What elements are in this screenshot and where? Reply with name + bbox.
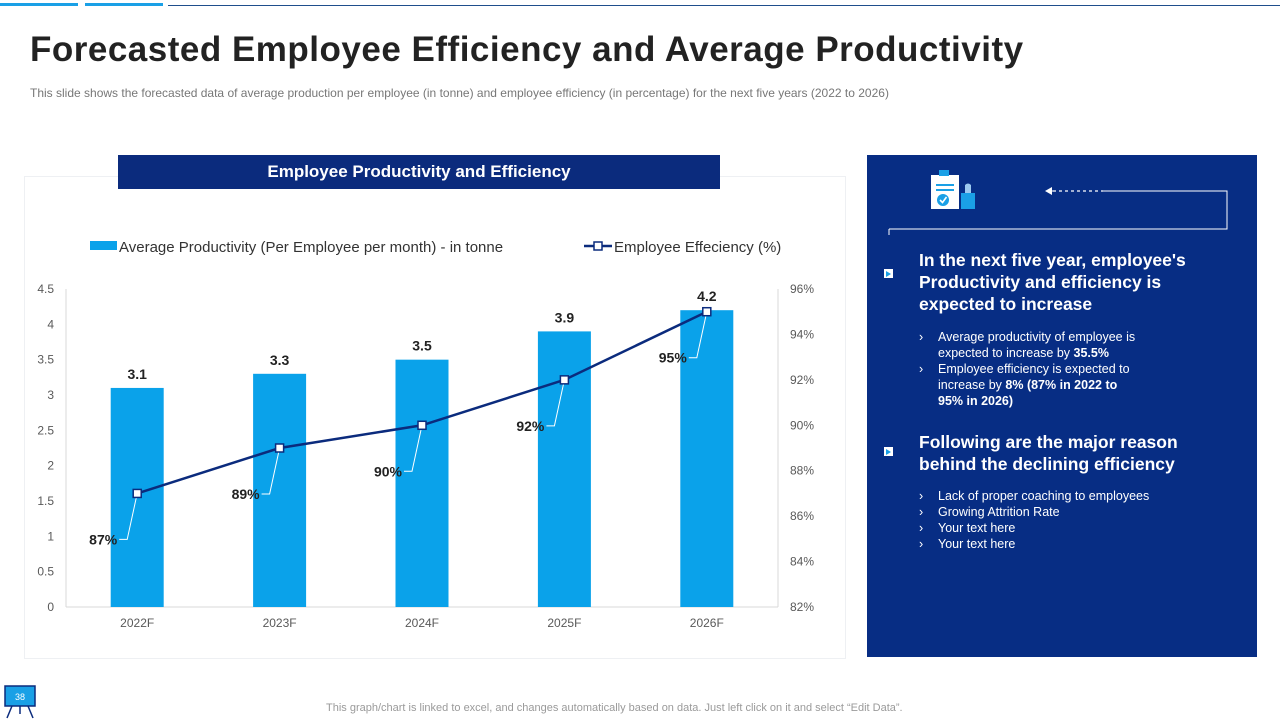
legend-line-label: Employee Effeciency (%) xyxy=(614,239,781,256)
y-right-tick-label: 88% xyxy=(790,464,814,478)
bar-data-label: 3.3 xyxy=(270,352,290,368)
bar-data-label: 3.5 xyxy=(412,338,432,354)
document-check-icon xyxy=(931,170,975,209)
efficiency-leader-line xyxy=(119,493,138,540)
info-point: Employee efficiency is expected to incre… xyxy=(919,361,1139,409)
y-left-tick-label: 2.5 xyxy=(37,423,54,437)
bar-productivity xyxy=(680,310,734,607)
line-data-label: 92% xyxy=(516,418,545,434)
line-data-label: 90% xyxy=(374,463,403,479)
info-heading-2: Following are the major reason behind th… xyxy=(919,432,1178,474)
y-right-tick-label: 86% xyxy=(790,509,814,523)
top-rule xyxy=(168,5,1280,6)
y-left-tick-label: 2 xyxy=(47,459,54,473)
top-accent-bar-1 xyxy=(0,3,78,6)
y-left-tick-label: 3.5 xyxy=(37,353,54,367)
x-tick-label: 2023F xyxy=(263,616,297,630)
info-point: Growing Attrition Rate xyxy=(919,504,1239,520)
info-point: Average productivity of employee is expe… xyxy=(919,329,1139,361)
y-left-tick-label: 1 xyxy=(47,529,54,543)
x-tick-label: 2022F xyxy=(120,616,154,630)
efficiency-point xyxy=(559,375,570,385)
line-data-label: 95% xyxy=(659,350,688,366)
slide-number: 38 xyxy=(15,692,25,702)
info-heading-1: In the next five year, employee's Produc… xyxy=(919,250,1186,314)
y-left-tick-label: 4.5 xyxy=(37,282,54,296)
info-point: Your text here xyxy=(919,536,1239,552)
bar-productivity xyxy=(253,373,307,607)
efficiency-leader-line xyxy=(404,425,423,472)
efficiency-leader-line xyxy=(261,447,281,495)
bullet-marker-icon xyxy=(884,269,893,278)
bar-productivity xyxy=(395,359,449,607)
efficiency-point xyxy=(417,420,427,431)
efficiency-point xyxy=(702,306,712,317)
y-left-tick-label: 0 xyxy=(47,600,54,614)
efficiency-point xyxy=(274,443,285,453)
footnote: This graph/chart is linked to excel, and… xyxy=(326,702,903,714)
efficiency-leader-line xyxy=(546,379,565,427)
y-right-tick-label: 92% xyxy=(790,373,814,387)
arrow-connector-icon xyxy=(888,187,1228,235)
page-subtitle: This slide shows the forecasted data of … xyxy=(30,86,889,100)
y-left-tick-label: 1.5 xyxy=(37,494,54,508)
info-graphic xyxy=(888,170,1228,235)
info-list-1: Average productivity of employee is expe… xyxy=(919,329,1139,409)
x-tick-label: 2025F xyxy=(547,616,581,630)
bullet-marker-icon xyxy=(884,447,893,456)
legend-line-marker xyxy=(593,241,603,251)
y-right-tick-label: 96% xyxy=(790,282,814,296)
bar-data-label: 3.1 xyxy=(127,366,147,382)
efficiency-point xyxy=(132,488,142,499)
line-data-label: 89% xyxy=(232,486,261,502)
bar-productivity xyxy=(537,331,591,607)
chart-title: Employee Productivity and Efficiency xyxy=(118,155,720,189)
y-left-tick-label: 3 xyxy=(47,388,54,402)
bar-data-label: 4.2 xyxy=(697,288,717,304)
info-panel: In the next five year, employee's Produc… xyxy=(867,155,1257,657)
line-data-label: 87% xyxy=(89,531,118,547)
info-list-2: Lack of proper coaching to employees Gro… xyxy=(919,488,1239,552)
x-tick-label: 2026F xyxy=(690,616,724,630)
bar-data-label: 3.9 xyxy=(555,309,575,325)
efficiency-leader-line xyxy=(688,311,708,359)
x-tick-label: 2024F xyxy=(405,616,439,630)
y-left-tick-label: 0.5 xyxy=(37,565,54,579)
info-point: Lack of proper coaching to employees xyxy=(919,488,1239,504)
presentation-board-icon: 38 xyxy=(4,685,36,719)
y-right-tick-label: 82% xyxy=(790,600,814,614)
page-title: Forecasted Employee Efficiency and Avera… xyxy=(30,30,1024,69)
y-right-tick-label: 84% xyxy=(790,555,814,569)
chart: 0 0.5 1 1.5 2 2.5 3 3.5 4 4.5 82% 84% 86% 88% 90% 92% 94… xyxy=(37,239,814,630)
y-right-tick-label: 90% xyxy=(790,418,814,432)
legend-bar-swatch xyxy=(90,241,117,250)
top-accent-bar-2 xyxy=(85,3,163,6)
legend-bar-label: Average Productivity (Per Employee per m… xyxy=(119,239,503,256)
y-right-tick-label: 94% xyxy=(790,327,814,341)
info-point: Your text here xyxy=(919,520,1239,536)
y-left-tick-label: 4 xyxy=(47,317,54,331)
